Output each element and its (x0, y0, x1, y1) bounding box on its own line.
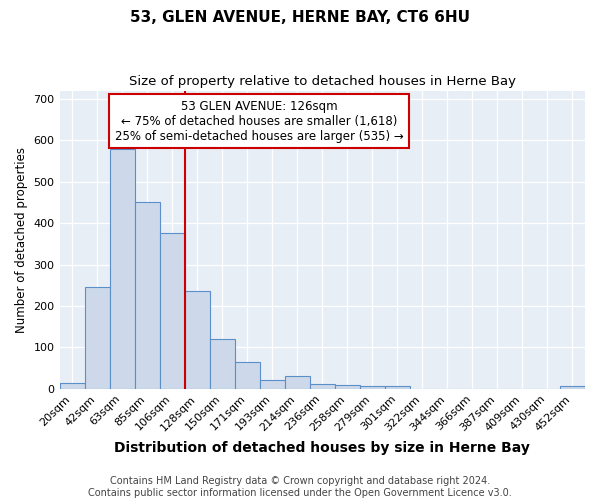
Bar (160, 234, 185, 389)
Bar (134, 202, 160, 389)
Bar (185, 292, 209, 389)
Bar (235, 362, 260, 389)
Bar (209, 339, 235, 389)
Bar (110, 148, 134, 389)
Bar (335, 384, 360, 389)
Text: Contains HM Land Registry data © Crown copyright and database right 2024.
Contai: Contains HM Land Registry data © Crown c… (88, 476, 512, 498)
Bar (85, 288, 110, 389)
Bar (360, 386, 385, 389)
Text: 53 GLEN AVENUE: 126sqm
← 75% of detached houses are smaller (1,618)
25% of semi-: 53 GLEN AVENUE: 126sqm ← 75% of detached… (115, 100, 404, 142)
Bar (560, 386, 585, 389)
Y-axis label: Number of detached properties: Number of detached properties (15, 146, 28, 332)
Bar (59, 382, 85, 389)
Bar (260, 380, 285, 389)
Bar (310, 384, 335, 389)
Text: 53, GLEN AVENUE, HERNE BAY, CT6 6HU: 53, GLEN AVENUE, HERNE BAY, CT6 6HU (130, 10, 470, 25)
Bar (285, 376, 310, 389)
Bar (385, 386, 410, 389)
X-axis label: Distribution of detached houses by size in Herne Bay: Distribution of detached houses by size … (115, 441, 530, 455)
Title: Size of property relative to detached houses in Herne Bay: Size of property relative to detached ho… (129, 75, 516, 88)
